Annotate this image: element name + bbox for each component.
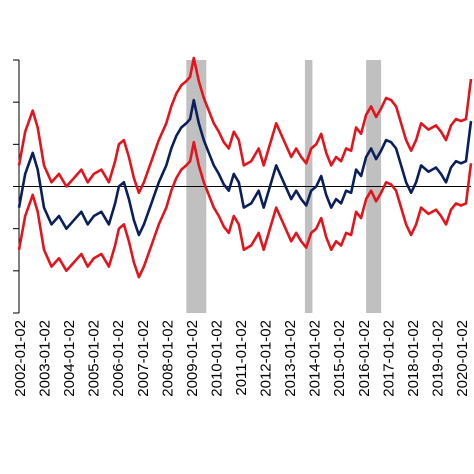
- x-tick-label: 2018-01-02: [405, 320, 422, 397]
- x-tick-label: 2017-01-02: [380, 320, 397, 397]
- x-tick-label: 2014-01-02: [307, 320, 324, 397]
- x-tick-label: 2004-01-02: [61, 320, 78, 397]
- x-tick-label: 2007-01-02: [135, 320, 152, 397]
- series-line-2: [17, 140, 473, 279]
- y-axis-ticks: [13, 59, 19, 314]
- x-tick-label: 2008-01-02: [159, 320, 176, 397]
- x-axis-tick-labels: 2002-01-02 2003-01-02 2004-01-02 2005-01-02…: [12, 320, 471, 397]
- x-tick-label: 2015-01-02: [331, 320, 348, 397]
- series-line-0: [17, 98, 473, 237]
- x-tick-label: 2010-01-02: [208, 320, 225, 397]
- x-tick-label: 2019-01-02: [429, 320, 446, 397]
- x-tick-label: 2006-01-02: [110, 320, 127, 397]
- x-tick-label: 2013-01-02: [282, 320, 299, 397]
- x-tick-label: 2005-01-02: [86, 320, 103, 397]
- x-tick-label: 2003-01-02: [37, 320, 54, 397]
- x-tick-label: 2012-01-02: [258, 320, 275, 397]
- series-lines: [17, 56, 473, 279]
- x-tick-label: 2009-01-02: [184, 320, 201, 397]
- series-line-1: [17, 56, 473, 195]
- x-tick-label: 2020-01-02: [454, 320, 471, 397]
- x-tick-label: 2011-01-02: [233, 320, 250, 396]
- x-tick-label: 2002-01-02: [12, 320, 29, 397]
- x-tick-label: 2016-01-02: [356, 320, 373, 397]
